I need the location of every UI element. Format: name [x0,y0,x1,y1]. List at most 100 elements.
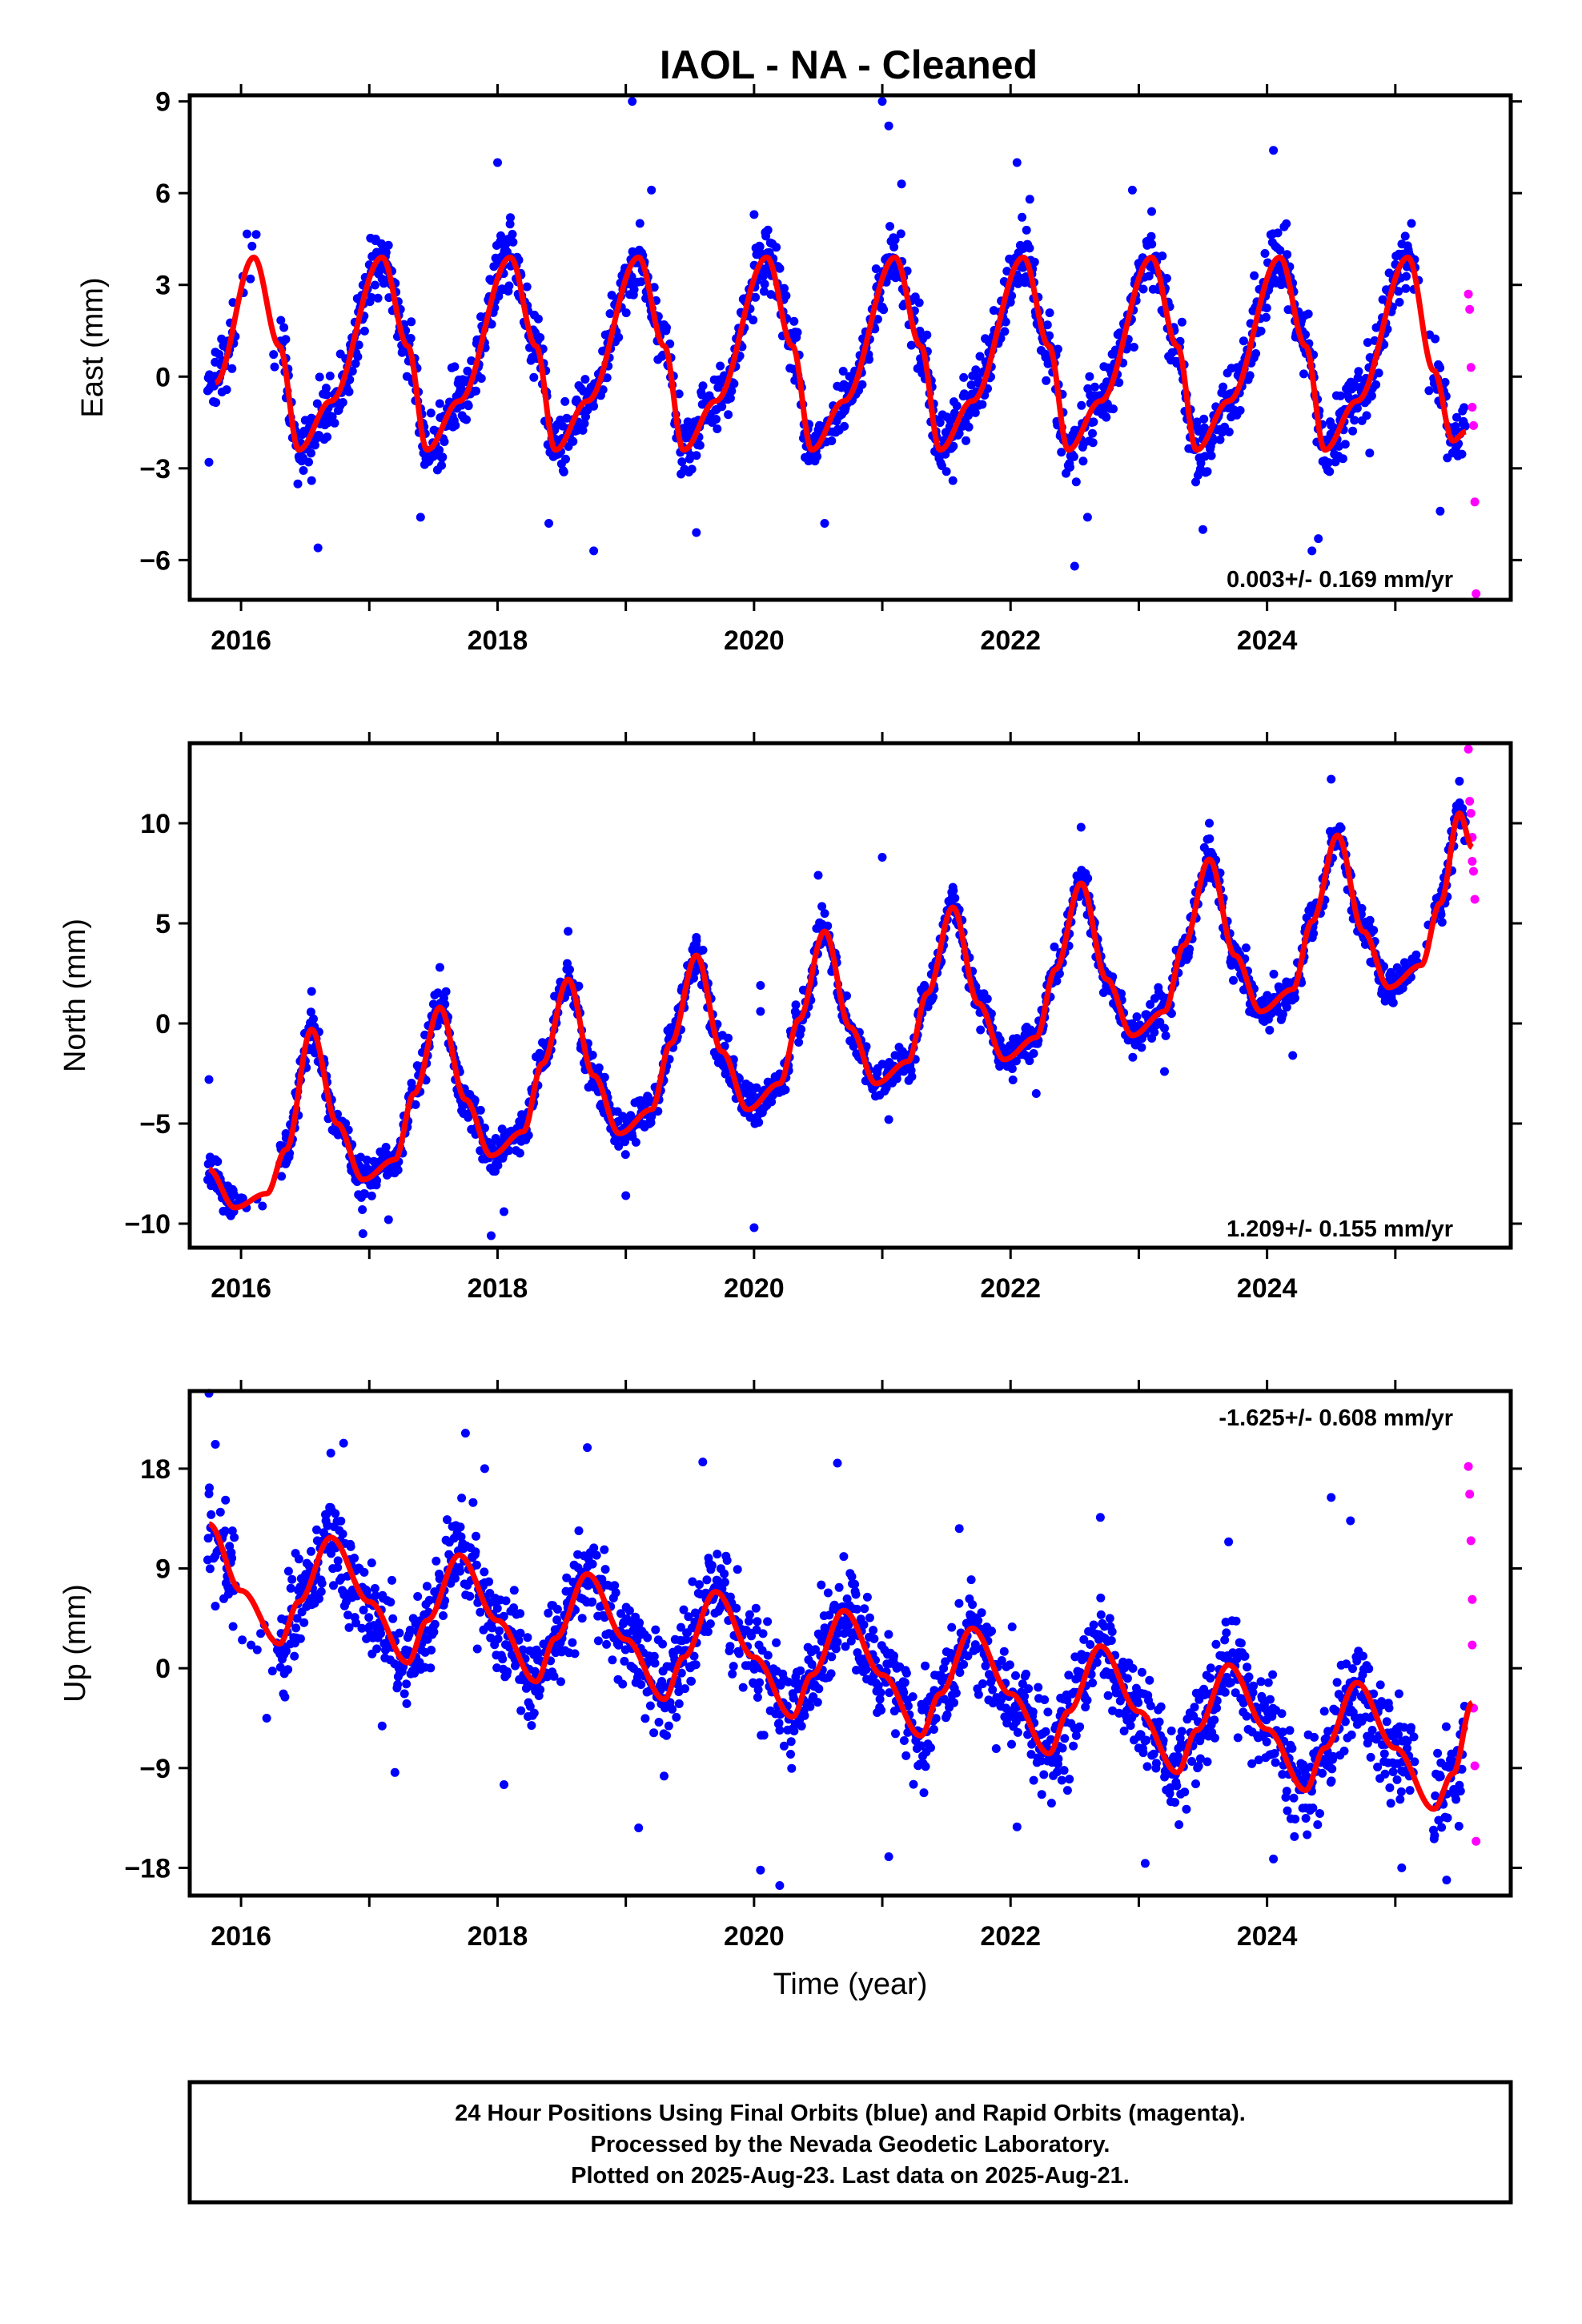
east-x-tick-label: 2024 [1237,625,1298,656]
east-final-point [759,287,769,296]
east-final-point [307,448,315,458]
east-final-point [276,316,286,325]
east-final-point [962,436,970,445]
east-final-point [906,340,916,350]
east-final-point [1273,228,1283,238]
up-final-point [600,1545,609,1554]
east-final-point [1088,428,1097,438]
up-final-point [315,1594,323,1603]
up-final-point [350,1554,359,1563]
north-final-point [797,1024,806,1034]
north-x-tick-label: 2022 [980,1273,1041,1304]
east-final-point [304,457,313,467]
north-final-point [842,991,851,1000]
north-final-point [574,981,584,991]
east-final-point [1215,435,1225,444]
east-final-point [629,285,639,295]
north-final-point [211,1155,220,1164]
north-final-point [881,1084,891,1092]
up-final-point [901,1668,911,1678]
up-final-point [869,1634,879,1643]
up-final-point [654,1718,664,1727]
up-final-point [745,1610,754,1619]
north-final-point [1357,903,1367,913]
east-final-point [772,243,781,252]
north-final-point [411,1100,420,1109]
up-final-point [691,1660,701,1670]
up-final-point [577,1614,587,1623]
east-final-point [1239,336,1248,346]
north-final-point [1205,834,1215,843]
east-final-point [949,441,958,451]
east-y-tick-label: −6 [139,545,171,576]
north-final-point [698,945,708,955]
north-final-point [1155,1017,1165,1027]
east-final-point [1340,440,1350,449]
up-final-point [516,1609,525,1618]
east-final-point [440,437,449,446]
east-final-point [1251,349,1261,358]
east-y-tick-label: 3 [155,271,171,301]
up-final-point [480,1567,489,1577]
up-final-point [636,1680,646,1689]
east-final-point [1250,271,1259,280]
east-final-point [1090,382,1099,392]
up-final-point [574,1526,584,1535]
up-final-point [722,1556,732,1565]
north-final-point [258,1201,267,1211]
up-final-point [346,1542,355,1551]
east-final-point [426,408,436,418]
east-y-tick-label: 9 [155,87,171,118]
up-final-point [999,1647,1009,1656]
north-final-point [1278,1010,1287,1019]
up-final-point [333,1556,343,1566]
north-y-tick-label: −10 [124,1209,171,1240]
up-final-point [426,1663,436,1673]
east-rate-label: 0.003+/- 0.169 mm/yr [1227,567,1453,593]
east-final-point [897,179,906,189]
east-final-point [1207,451,1216,460]
east-final-point [496,231,505,240]
east-rapid-point [1470,497,1480,507]
east-final-point [1007,291,1017,300]
east-final-point [1158,251,1167,261]
up-final-point [921,1661,930,1671]
east-final-point [964,411,973,420]
east-final-point [884,121,893,131]
up-final-point [556,1677,565,1687]
east-final-point [966,380,976,390]
east-final-point [560,396,570,406]
east-final-point [1245,371,1255,380]
up-final-point [687,1676,696,1686]
up-final-point [713,1550,722,1559]
east-final-point [1129,343,1138,352]
east-final-point [508,230,517,239]
up-final-point [869,1626,878,1635]
east-final-point [873,315,882,324]
up-final-point [509,1586,519,1595]
up-final-point [954,1598,964,1608]
up-final-point [702,1575,712,1585]
up-final-point [472,1531,480,1541]
east-y-tick-label: 0 [155,362,171,392]
east-final-point [877,97,887,107]
north-final-point [309,1014,318,1023]
up-final-point [395,1628,404,1638]
north-final-point [372,1176,382,1185]
east-final-point [760,279,769,289]
north-final-point [476,1105,485,1115]
east-final-point [246,274,255,283]
east-final-point [959,372,969,382]
north-x-tick-label: 2020 [724,1273,785,1304]
north-final-point [277,1172,287,1181]
north-final-point [620,1137,629,1147]
east-final-point [381,247,391,257]
north-x-tick-label: 2016 [211,1273,271,1304]
north-rapid-point [1470,895,1480,904]
north-final-point [1029,1049,1038,1058]
east-final-point [1256,326,1266,336]
east-final-point [838,367,848,376]
north-final-point [689,973,698,983]
east-final-point [204,457,214,467]
